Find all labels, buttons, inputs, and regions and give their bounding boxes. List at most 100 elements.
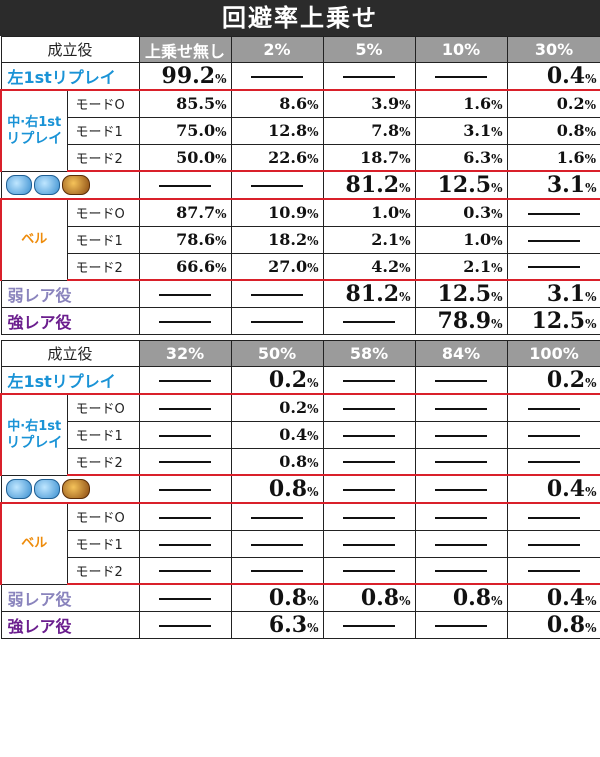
percent-value: 0.8 [556, 121, 585, 140]
percent-value: 0.2 [556, 94, 585, 114]
percent-sign: % [399, 207, 411, 222]
mode-label: モードO [66, 502, 140, 531]
value-cell [322, 611, 416, 639]
section2-table: 成立役 32% 50% 58% 84% 100% 左1stリプレイ 0.2% 0.2% 中·右1s… [0, 340, 600, 639]
mid-right-replay-label-line1: 中·右1st [7, 114, 62, 130]
value-cell [138, 529, 232, 558]
percent-value: 0.8 [268, 585, 308, 611]
mid-right-replay-label-line1: 中·右1st [7, 418, 62, 434]
column-header: 84% [414, 340, 508, 367]
weak-rare-row: 弱レア役 0.8% 0.8% 0.8% 0.4% [0, 583, 600, 612]
percent-sign: % [491, 125, 503, 139]
percent-sign: % [491, 98, 503, 113]
dash-mark [343, 543, 396, 546]
value-cell: 0.4% [506, 474, 600, 504]
strong-rare-row: 強レア役 78.9% 12.5% [0, 307, 600, 335]
percent-sign: % [585, 621, 597, 635]
percent-sign: % [491, 151, 503, 166]
percent-value: 7.8 [371, 121, 400, 140]
percent-sign: % [215, 207, 227, 222]
dash-mark [527, 434, 580, 437]
percent-value: 81.2 [345, 172, 400, 198]
strong-rare-row-label: 強レア役 [0, 307, 140, 335]
value-cell [506, 393, 600, 422]
value-cell: 0.4% [230, 420, 324, 449]
value-cell: 2.1% [414, 252, 508, 281]
column-header: 58% [322, 340, 416, 367]
helmet-icon [5, 479, 32, 500]
dash-mark [527, 516, 580, 519]
dash-mark [251, 76, 304, 78]
value-cell [414, 529, 508, 558]
value-cell [414, 474, 508, 504]
value-cell [506, 198, 600, 227]
percent-value: 22.6 [268, 147, 308, 167]
value-cell [138, 307, 232, 335]
value-cell: 75.0% [138, 116, 232, 145]
mode-label: モード2 [66, 143, 140, 172]
percent-sign: % [307, 621, 319, 635]
mid-right-replay-label-line2: リプレイ [6, 130, 63, 147]
value-cell [230, 62, 324, 91]
dash-mark [343, 461, 396, 464]
value-cell: 10.9% [230, 198, 324, 227]
percent-value: 0.8 [268, 476, 308, 502]
value-cell [414, 366, 508, 395]
value-cell: 0.4% [506, 62, 600, 91]
percent-sign: % [491, 234, 503, 248]
percent-value: 8.6 [279, 94, 308, 114]
value-cell [138, 502, 232, 531]
value-cell: 87.7% [138, 198, 232, 227]
icon-row: 0.8% 0.4% [0, 474, 600, 504]
percent-sign: % [399, 125, 411, 139]
percent-sign: % [491, 290, 503, 304]
percent-value: 6.3 [268, 612, 308, 638]
header-row: 成立役 32% 50% 58% 84% 100% [0, 340, 600, 367]
percent-sign: % [307, 429, 319, 443]
value-cell: 0.2% [230, 393, 324, 422]
dash-mark [251, 321, 304, 323]
value-cell [322, 502, 416, 531]
percent-value: 0.8 [546, 612, 586, 638]
dash-mark [343, 321, 396, 323]
value-cell: 0.4% [506, 583, 600, 612]
value-cell [322, 529, 416, 558]
percent-value: 81.2 [345, 281, 400, 307]
percent-sign: % [585, 485, 597, 499]
percent-value: 99.2 [161, 63, 216, 89]
value-cell: 1.0% [322, 198, 416, 227]
percent-sign: % [584, 125, 597, 139]
category-header: 成立役 [0, 340, 140, 367]
dash-mark [435, 76, 488, 78]
value-cell: 7.8% [322, 116, 416, 145]
bell-mode-row: ベル モードO 87.7% 10.9% 1.0% 0.3% [0, 198, 600, 281]
mode-label: モード2 [66, 556, 140, 585]
percent-sign: % [491, 594, 503, 608]
percent-sign: % [399, 290, 411, 304]
value-cell [322, 447, 416, 476]
dash-mark [159, 461, 212, 464]
percent-value: 27.0 [268, 256, 308, 276]
mode-label: モード2 [66, 447, 140, 476]
dash-mark [527, 461, 580, 464]
value-cell [322, 366, 416, 395]
percent-value: 10.9 [268, 203, 308, 223]
dash-mark [343, 516, 396, 519]
percent-sign: % [307, 234, 319, 248]
value-cell: 22.6% [230, 143, 324, 172]
mode-label: モード1 [66, 529, 140, 558]
value-cell: 0.3% [414, 198, 508, 227]
percent-value: 3.1 [546, 281, 586, 307]
value-cell: 8.6% [230, 89, 324, 118]
value-cell: 0.2% [506, 366, 600, 395]
percent-value: 85.5 [176, 94, 216, 114]
dash-mark [435, 543, 488, 546]
dash-mark [435, 434, 488, 437]
dash-mark [435, 380, 488, 382]
weak-rare-row: 弱レア役 81.2% 12.5% 3.1% [0, 279, 600, 308]
percent-sign: % [215, 125, 227, 139]
percent-value: 2.1 [371, 230, 400, 249]
mid-right-replay-mode-row: モード1 0.4% [1, 420, 600, 449]
value-cell [138, 366, 232, 395]
helmet-icon [33, 175, 60, 196]
